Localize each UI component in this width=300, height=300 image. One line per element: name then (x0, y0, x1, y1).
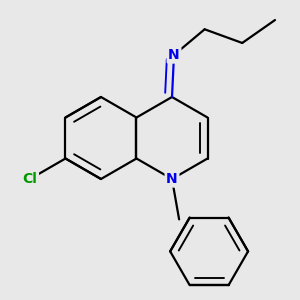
Text: N: N (168, 48, 180, 62)
Text: Cl: Cl (22, 172, 38, 186)
Text: N: N (166, 172, 178, 186)
